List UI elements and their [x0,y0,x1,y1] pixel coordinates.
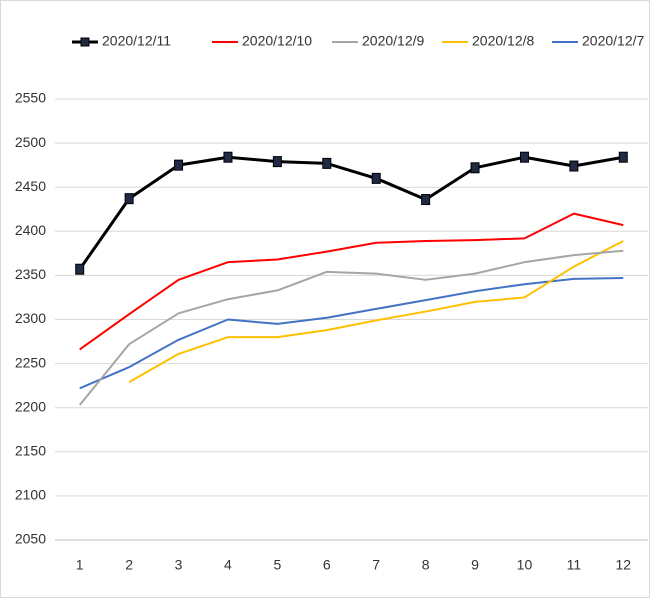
legend-label: 2020/12/10 [242,33,312,49]
x-tick-label: 10 [517,557,533,573]
x-tick-label: 6 [323,557,331,573]
data-marker [322,157,332,169]
x-tick-label: 8 [422,557,430,573]
y-tick-label: 2450 [15,178,46,194]
x-tick-label: 1 [76,557,84,573]
data-marker [519,151,529,163]
y-tick-label: 2550 [15,90,46,106]
data-marker [470,162,480,174]
data-marker [371,172,381,184]
series-line [128,240,624,383]
data-marker [124,193,134,205]
series-line [79,212,624,351]
data-marker [223,151,233,163]
data-marker [272,156,282,168]
series-line [78,155,624,271]
x-tick-label: 2 [125,557,133,573]
legend-label: 2020/12/11 [102,33,171,49]
data-marker [75,263,85,275]
x-tick-label: 7 [372,557,380,573]
series-line [78,249,624,406]
y-tick-label: 2200 [15,398,46,414]
x-tick-label: 11 [567,557,582,573]
series-line [79,277,624,390]
x-tick-label: 9 [471,557,479,573]
y-tick-label: 2350 [15,266,46,282]
y-tick-label: 2050 [15,531,46,547]
legend-label: 2020/12/9 [362,33,424,49]
legend-label: 2020/12/8 [472,33,534,49]
x-tick-label: 4 [224,557,232,573]
y-tick-label: 2300 [15,310,46,326]
x-tick-label: 12 [616,557,632,573]
legend-label: 2020/12/7 [582,33,644,49]
data-marker [569,160,579,172]
data-marker [174,159,184,171]
y-tick-label: 2100 [15,487,46,503]
x-tick-label: 5 [273,557,281,573]
data-marker [421,194,431,206]
legend-marker [80,37,90,47]
x-tick-label: 3 [175,557,183,573]
y-tick-label: 2500 [15,134,46,150]
y-tick-label: 2150 [15,443,46,459]
data-marker [618,151,628,163]
y-tick-label: 2400 [15,222,46,238]
y-tick-label: 2250 [15,354,46,370]
